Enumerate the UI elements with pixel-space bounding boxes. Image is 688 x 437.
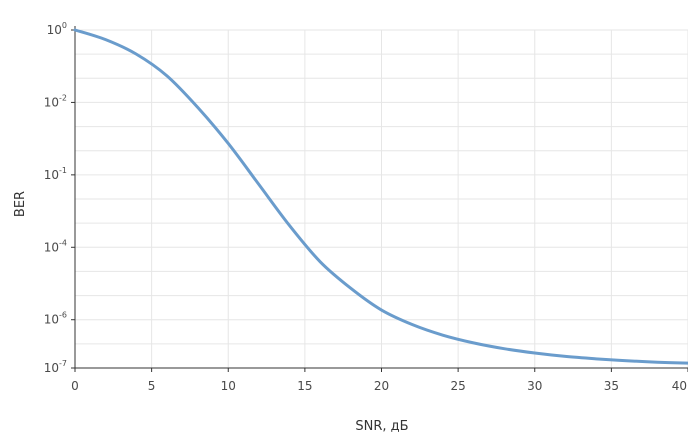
x-tick-label: 15 xyxy=(297,379,312,393)
x-tick-label: 25 xyxy=(450,379,465,393)
grid xyxy=(74,29,688,369)
x-tick-label: 5 xyxy=(148,379,156,393)
x-tick-label: 10 xyxy=(221,379,236,393)
y-axis-label: BER xyxy=(13,191,28,217)
x-tick-label: 35 xyxy=(604,379,619,393)
y-ticks: 100 10-2 10-1 10-4 10-6 10-7 xyxy=(44,21,75,375)
y-tick-label: 10-4 xyxy=(44,238,67,254)
y-tick-label: 10-6 xyxy=(44,311,67,327)
x-tick-label: 30 xyxy=(527,379,542,393)
y-tick-label: 100 xyxy=(47,21,67,37)
x-tick-label: 0 xyxy=(71,379,79,393)
series xyxy=(73,28,688,365)
x-tick-label: 20 xyxy=(374,379,389,393)
y-tick-label: 10-1 xyxy=(44,166,67,182)
x-ticks: 0 5 10 15 20 25 30 35 40 xyxy=(71,368,688,393)
x-axis-label: SNR, дБ xyxy=(355,419,408,434)
y-tick-label: 10-2 xyxy=(44,93,67,109)
x-tick-label: 40 xyxy=(672,379,687,393)
y-tick-label: 10-7 xyxy=(44,359,67,375)
series-line xyxy=(73,28,688,365)
